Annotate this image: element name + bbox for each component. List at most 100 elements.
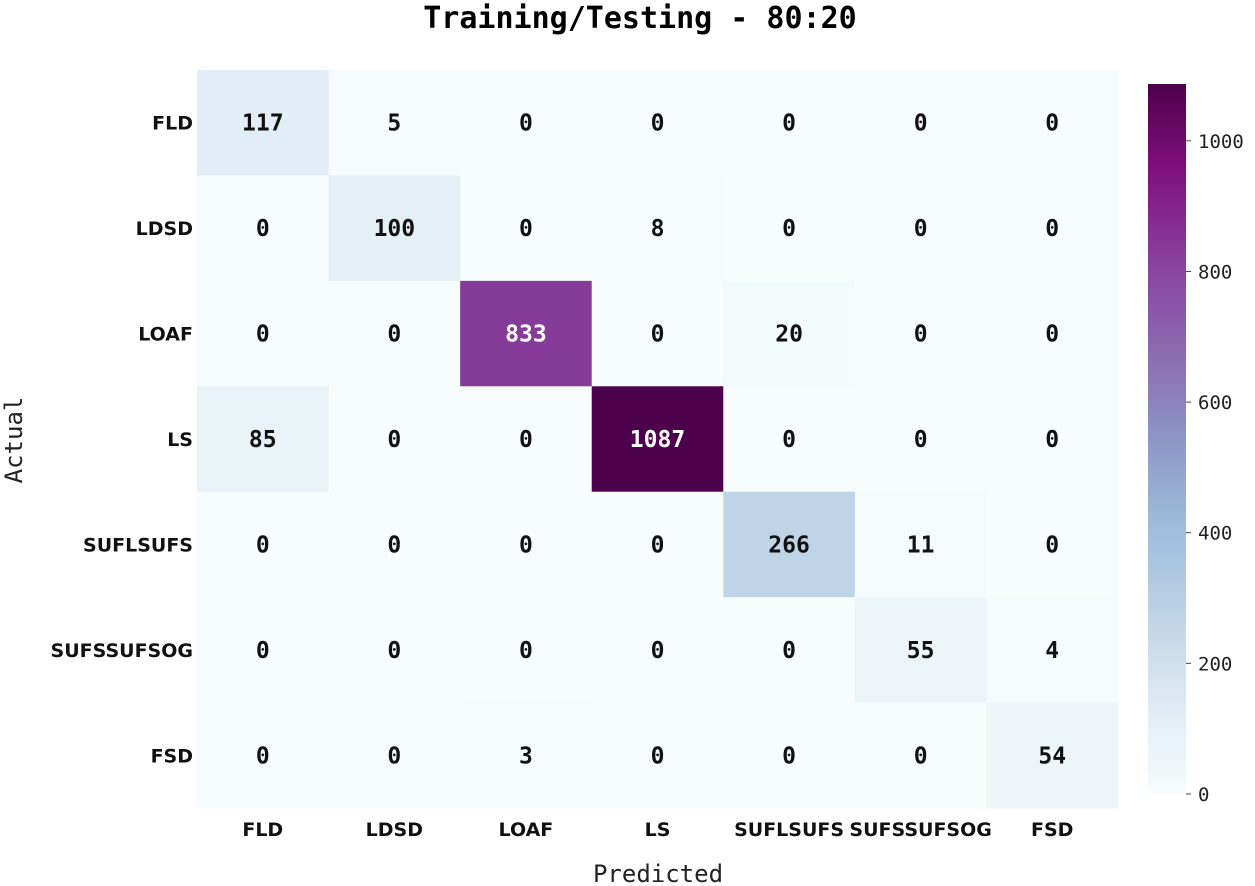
cell-value-label: 0 <box>782 427 796 453</box>
heatmap-cell <box>460 702 593 809</box>
heatmap-cell <box>986 491 1119 598</box>
heatmap-cell <box>197 702 330 809</box>
cell-value-label: 1087 <box>630 427 685 453</box>
cell-value-label: 5 <box>387 111 401 137</box>
cell-value-label: 20 <box>775 322 803 348</box>
heatmap-cell <box>591 175 724 282</box>
colorbar-tick-label: 400 <box>1198 523 1232 545</box>
heatmap-cell <box>986 280 1119 387</box>
heatmap-cell <box>328 70 461 176</box>
x-axis-label: Predicted <box>593 860 723 886</box>
heatmap-cells: 117 5 0 0 0 0 0 0 100 0 8 0 0 0 0 0 833 0 20 0 0 85 0 0 1087 0 0 0 0… <box>197 70 1119 809</box>
y-tick-labels: FLD LDSD LOAF LS SUFLSUFS SUFSSUFSOG FSD <box>51 113 193 768</box>
x-tick-label: SUFSSUFSOG <box>849 819 991 841</box>
cell-value-label: 0 <box>914 111 928 137</box>
heatmap-cell <box>197 70 330 176</box>
cell-value-label: 55 <box>907 638 935 664</box>
x-tick-label: LDSD <box>366 819 423 841</box>
heatmap-cell <box>854 70 987 176</box>
cell-value-label: 0 <box>519 216 533 242</box>
cell-value-label: 0 <box>387 427 401 453</box>
heatmap-cell <box>986 70 1119 176</box>
heatmap-cell <box>591 491 724 598</box>
y-tick-label: FLD <box>152 113 193 135</box>
heatmap-cell <box>854 597 987 704</box>
chart-title: Training/Testing - 80:20 <box>423 1 856 36</box>
cell-value-label: 0 <box>651 638 665 664</box>
heatmap-cell <box>197 280 330 387</box>
colorbar-tick-label: 600 <box>1198 392 1232 414</box>
y-tick-label: SUFLSUFS <box>83 534 193 556</box>
heatmap-cell <box>460 386 593 493</box>
cell-value-label: 0 <box>1045 216 1059 242</box>
cell-value-label: 0 <box>387 638 401 664</box>
heatmap-cell <box>986 386 1119 493</box>
heatmap-cell <box>460 70 593 176</box>
cell-value-label: 0 <box>256 743 270 769</box>
cell-value-label: 0 <box>1045 427 1059 453</box>
cell-value-label: 0 <box>256 638 270 664</box>
heatmap-cell <box>854 175 987 282</box>
cell-value-label: 0 <box>387 322 401 348</box>
y-tick-label: LS <box>167 429 193 451</box>
heatmap-cell <box>986 702 1119 809</box>
heatmap-cell <box>854 280 987 387</box>
colorbar-tick-label: 0 <box>1198 784 1209 806</box>
heatmap-cell <box>328 702 461 809</box>
cell-value-label: 0 <box>651 322 665 348</box>
heatmap-cell <box>591 597 724 704</box>
cell-value-label: 0 <box>519 532 533 558</box>
x-tick-label: FLD <box>242 819 283 841</box>
colorbar-gradient <box>1148 84 1186 794</box>
heatmap-cell <box>460 280 593 387</box>
heatmap-cell <box>723 280 856 387</box>
heatmap-cell <box>328 386 461 493</box>
y-tick-label: SUFSSUFSOG <box>51 640 193 662</box>
heatmap-cell <box>328 175 461 282</box>
heatmap-cell <box>197 491 330 598</box>
heatmap-cell <box>986 175 1119 282</box>
x-tick-label: LS <box>645 819 671 841</box>
cell-value-label: 0 <box>256 322 270 348</box>
cell-value-label: 0 <box>519 111 533 137</box>
y-tick-label: LDSD <box>136 218 193 240</box>
heatmap-cell <box>723 597 856 704</box>
cell-value-label: 11 <box>907 532 935 558</box>
cell-value-label: 0 <box>914 322 928 348</box>
heatmap-cell <box>328 597 461 704</box>
y-tick-label: FSD <box>151 745 193 767</box>
heatmap-cell <box>854 702 987 809</box>
cell-value-label: 0 <box>519 427 533 453</box>
heatmap-cell <box>723 491 856 598</box>
heatmap-cell <box>460 175 593 282</box>
heatmap-cell <box>986 597 1119 704</box>
heatmap-cell <box>197 386 330 493</box>
heatmap-cell <box>197 175 330 282</box>
colorbar-tick-label: 800 <box>1198 261 1232 283</box>
cell-value-label: 0 <box>1045 532 1059 558</box>
cell-value-label: 117 <box>242 111 284 137</box>
heatmap-cell <box>723 386 856 493</box>
heatmap-cell <box>460 597 593 704</box>
cell-value-label: 0 <box>782 743 796 769</box>
cell-value-label: 100 <box>374 216 416 242</box>
cell-value-label: 8 <box>651 216 665 242</box>
x-tick-label: FSD <box>1031 819 1073 841</box>
cell-value-label: 0 <box>651 111 665 137</box>
cell-value-label: 0 <box>387 532 401 558</box>
cell-value-label: 0 <box>651 743 665 769</box>
x-tick-label: SUFLSUFS <box>734 819 844 841</box>
heatmap-cell <box>591 386 724 493</box>
cell-value-label: 0 <box>256 532 270 558</box>
heatmap-cell <box>197 597 330 704</box>
cell-value-label: 0 <box>256 216 270 242</box>
heatmap-cell <box>591 280 724 387</box>
x-tick-label: LOAF <box>499 819 554 841</box>
cell-value-label: 0 <box>1045 322 1059 348</box>
x-tick-labels: FLD LDSD LOAF LS SUFLSUFS SUFSSUFSOG FSD <box>242 819 1073 841</box>
cell-value-label: 0 <box>1045 111 1059 137</box>
cell-value-label: 0 <box>914 216 928 242</box>
cell-value-label: 0 <box>782 111 796 137</box>
cell-value-label: 85 <box>249 427 277 453</box>
